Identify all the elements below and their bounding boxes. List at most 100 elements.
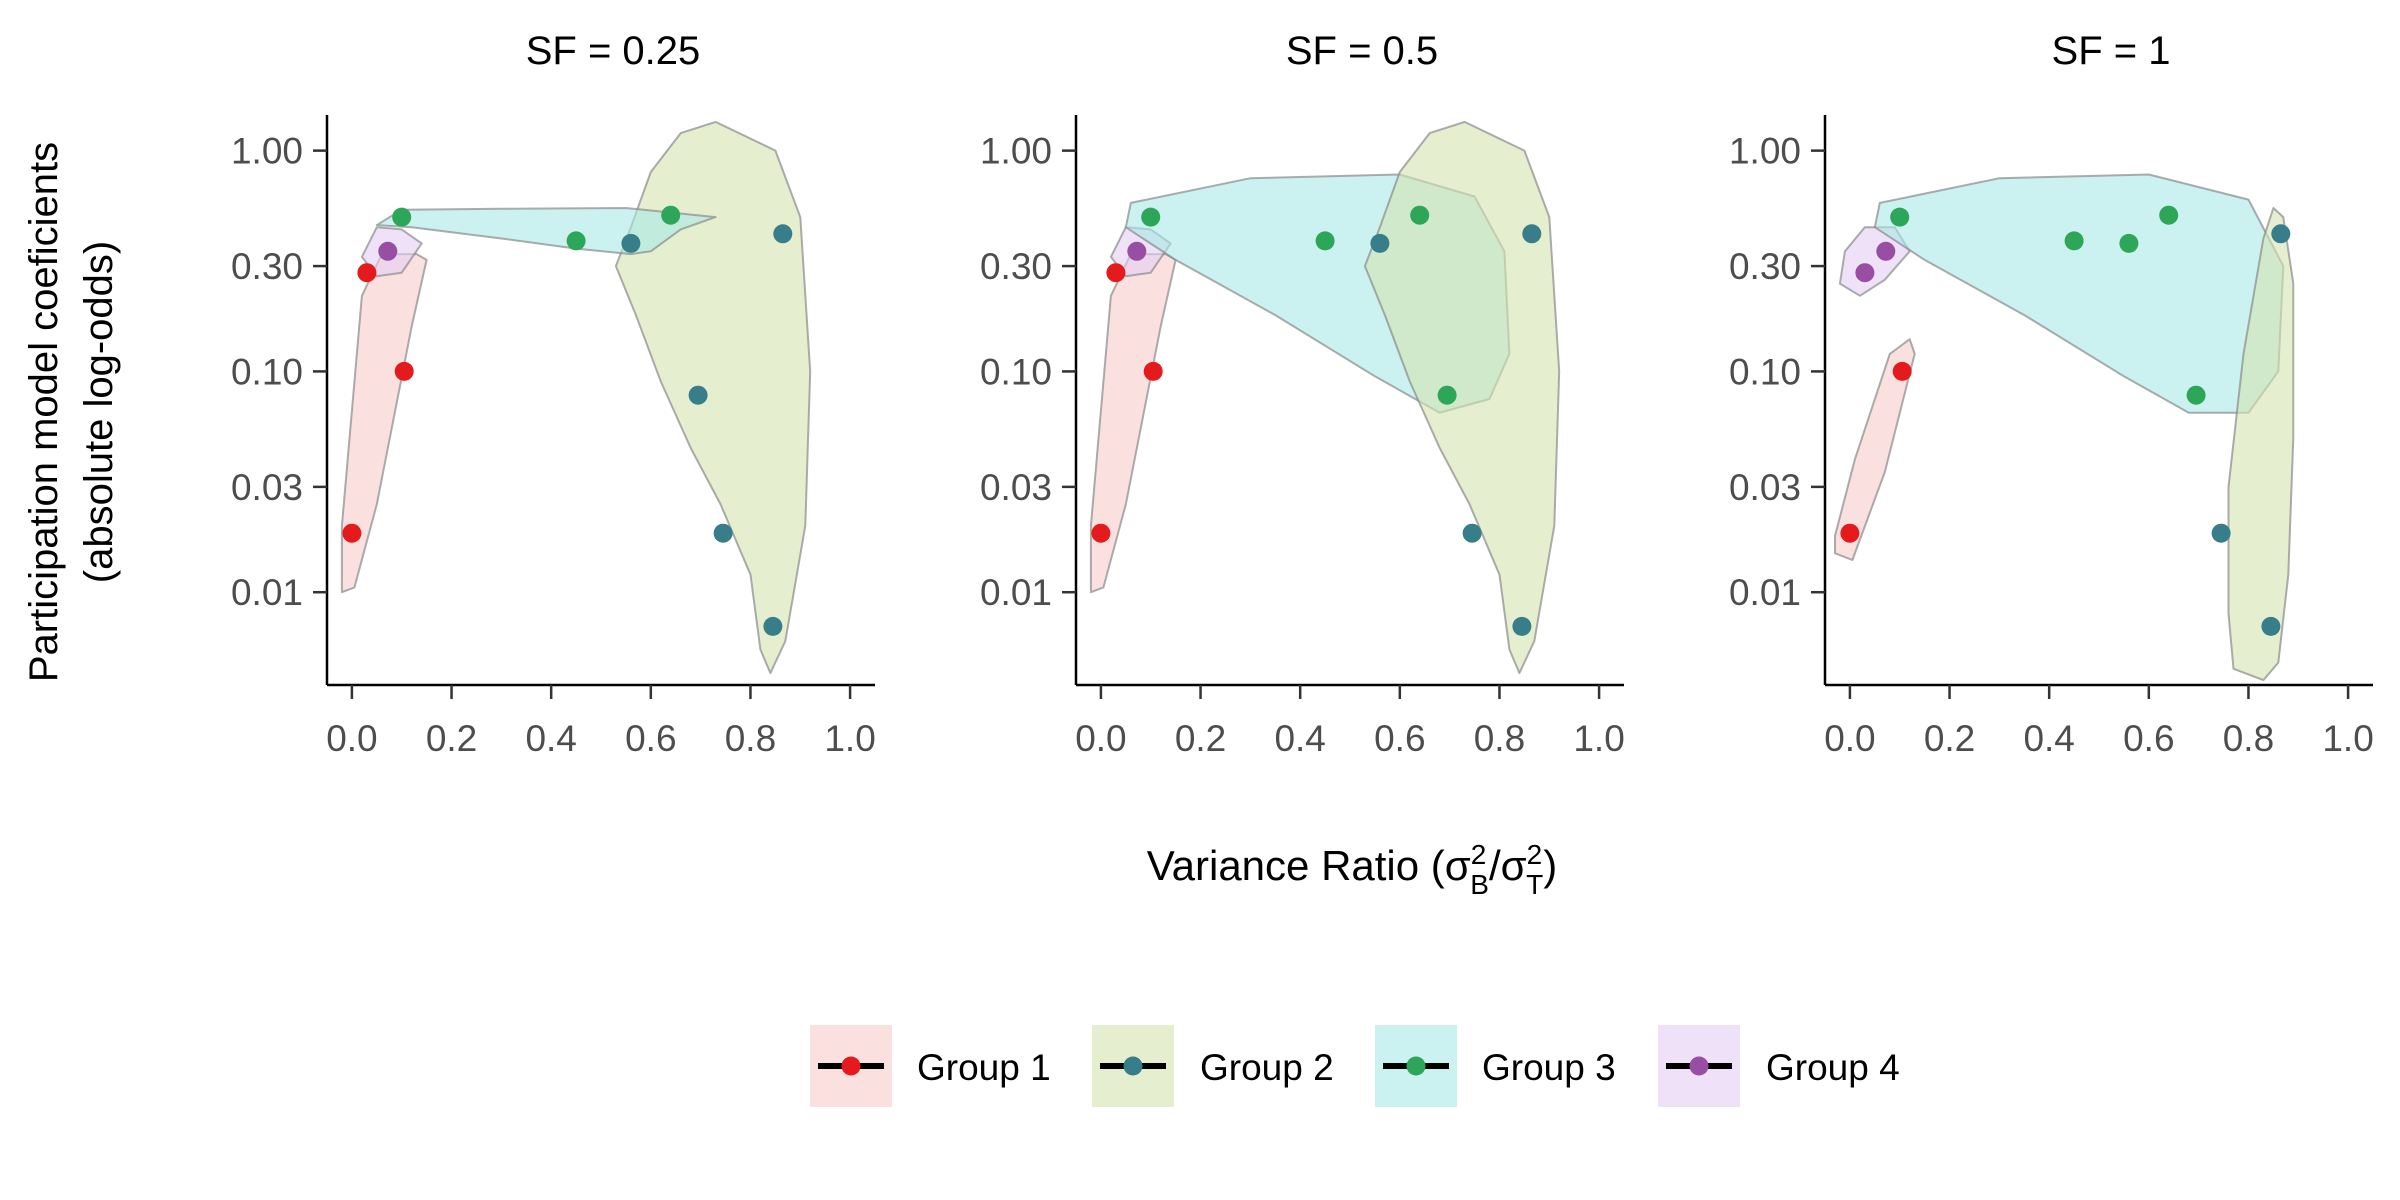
y-tick-label: 0.01: [1729, 572, 1801, 613]
point-group-2: [1512, 616, 1532, 636]
y-tick-label: 0.30: [231, 246, 303, 287]
y-axis-label-line-2: (absolute log-odds): [77, 241, 121, 583]
legend-key-point: [1406, 1056, 1426, 1076]
point-group-3: [661, 205, 681, 225]
legend-label: Group 4: [1766, 1047, 1900, 1088]
x-axis-label: Variance Ratio (σ2 B/σ2 T): [1147, 839, 1558, 900]
point-group-3: [2159, 205, 2179, 225]
panel-3: SF = 1 1.00 0.30 0.10 0.03 0.01 0.0 0.2 0.4 0.6 0.…: [1729, 29, 2374, 759]
x-tick-label: 0.8: [2223, 718, 2274, 759]
x-tick-label: 1.0: [1573, 718, 1624, 759]
point-group-3: [392, 207, 412, 227]
y-tick-label: 0.30: [980, 246, 1052, 287]
point-group-2: [2271, 224, 2291, 244]
point-group-1: [1840, 523, 1860, 543]
hull-group-1: [1834, 338, 1916, 561]
y-tick-label: 1.00: [231, 131, 303, 172]
legend-key-point: [1123, 1056, 1143, 1076]
y-tick-label: 0.10: [1729, 351, 1801, 392]
point-group-4: [1127, 241, 1147, 261]
point-group-3: [2119, 233, 2139, 253]
x-tick-label: 0.0: [326, 718, 377, 759]
legend-item-1: Group 1: [810, 1025, 1051, 1107]
y-tick-label: 0.01: [231, 572, 303, 613]
hull-group-2: [614, 120, 812, 675]
y-tick-label: 0.01: [980, 572, 1052, 613]
hull-group-1: [340, 253, 428, 594]
panel-title: SF = 0.25: [526, 29, 701, 73]
legend-label: Group 2: [1200, 1047, 1334, 1088]
point-group-2: [2211, 523, 2231, 543]
x-tick-label: 0.4: [1274, 718, 1325, 759]
x-tick-label: 0.0: [1824, 718, 1875, 759]
point-group-1: [1143, 361, 1163, 381]
x-tick-label: 0.2: [1924, 718, 1975, 759]
point-group-4: [1855, 263, 1875, 283]
legend: Group 1 Group 2 Group 3 Group 4: [810, 1025, 1900, 1107]
point-group-3: [2064, 231, 2084, 251]
y-axis-label: Participation model coeficients: [22, 142, 66, 682]
point-group-1: [342, 523, 362, 543]
x-tick-label: 1.0: [2322, 718, 2373, 759]
panel-1: SF = 0.25 1.00 0.30 0.10 0.03 0.01 0.0 0.2 0.4 0.…: [231, 29, 876, 759]
x-tick-label: 0.2: [426, 718, 477, 759]
x-tick-label: 0.0: [1075, 718, 1126, 759]
x-tick-label: 0.4: [2023, 718, 2074, 759]
point-group-1: [1892, 361, 1912, 381]
panel-title: SF = 1: [2052, 29, 2171, 73]
point-group-2: [713, 523, 733, 543]
point-group-3: [1315, 231, 1335, 251]
point-group-2: [2261, 616, 2281, 636]
point-group-1: [1091, 523, 1111, 543]
x-tick-label: 0.2: [1175, 718, 1226, 759]
legend-key-point: [841, 1056, 861, 1076]
y-tick-label: 0.03: [231, 467, 303, 508]
legend-label: Group 3: [1482, 1047, 1616, 1088]
x-axis-label-text: Variance Ratio (σ2 B/σ2 T): [1147, 839, 1558, 900]
y-tick-label: 0.10: [231, 351, 303, 392]
x-tick-label: 0.6: [1374, 718, 1425, 759]
point-group-1: [357, 263, 377, 283]
point-group-4: [378, 241, 398, 261]
x-tick-label: 0.6: [625, 718, 676, 759]
panels-group: SF = 0.25 1.00 0.30 0.10 0.03 0.01 0.0 0.2 0.4 0.…: [231, 29, 2374, 759]
hull-group-3: [1873, 173, 2285, 414]
x-tick-label: 0.4: [525, 718, 576, 759]
point-group-2: [763, 616, 783, 636]
y-tick-label: 0.03: [980, 467, 1052, 508]
point-group-2: [1462, 523, 1482, 543]
point-group-3: [566, 231, 586, 251]
x-tick-label: 0.8: [1474, 718, 1525, 759]
point-group-3: [1890, 207, 1910, 227]
point-group-2: [773, 224, 793, 244]
legend-label: Group 1: [917, 1047, 1051, 1088]
point-group-3: [1410, 205, 1430, 225]
x-tick-label: 0.6: [2123, 718, 2174, 759]
point-group-2: [1522, 224, 1542, 244]
y-tick-label: 0.03: [1729, 467, 1801, 508]
point-group-4: [1876, 241, 1896, 261]
point-group-3: [2186, 385, 2206, 405]
legend-item-4: Group 4: [1658, 1025, 1900, 1107]
legend-key-point: [1689, 1056, 1709, 1076]
point-group-2: [1370, 233, 1390, 253]
y-tick-label: 0.30: [1729, 246, 1801, 287]
panel-title: SF = 0.5: [1286, 29, 1438, 73]
point-group-1: [394, 361, 414, 381]
panel-2: SF = 0.5 1.00 0.30 0.10 0.03 0.01 0.0 0.2 0.4 0.6…: [980, 29, 1625, 759]
hull-group-2: [1363, 120, 1561, 675]
x-tick-label: 0.8: [725, 718, 776, 759]
legend-item-2: Group 2: [1092, 1025, 1334, 1107]
legend-item-3: Group 3: [1375, 1025, 1616, 1107]
y-tick-label: 1.00: [980, 131, 1052, 172]
x-tick-label: 1.0: [824, 718, 875, 759]
point-group-3: [1437, 385, 1457, 405]
point-group-3: [1141, 207, 1161, 227]
point-group-1: [1106, 263, 1126, 283]
y-tick-label: 1.00: [1729, 131, 1801, 172]
y-tick-label: 0.10: [980, 351, 1052, 392]
hull-group-2: [2227, 207, 2295, 682]
point-group-2: [621, 233, 641, 253]
point-group-2: [688, 385, 708, 405]
